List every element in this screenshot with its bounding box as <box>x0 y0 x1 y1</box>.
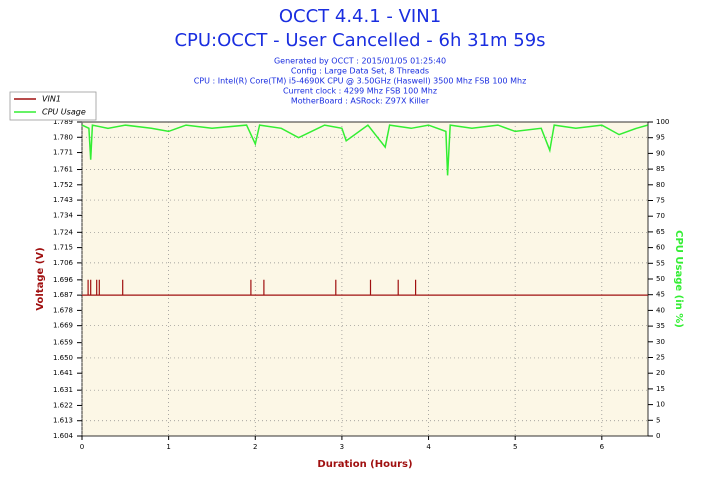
y2-tick-label: 60 <box>656 244 665 252</box>
y2-tick-label: 65 <box>656 228 665 236</box>
y-tick-label: 1.622 <box>53 401 73 409</box>
y-tick-label: 1.724 <box>53 228 74 236</box>
x-tick-label: 2 <box>253 443 257 451</box>
y2-tick-label: 5 <box>656 416 660 424</box>
info-line: CPU : Intel(R) Core(TM) i5-4690K CPU @ 3… <box>194 77 527 86</box>
y2-tick-label: 95 <box>656 134 665 142</box>
y-tick-label: 1.780 <box>53 133 73 141</box>
y2-tick-label: 30 <box>656 338 665 346</box>
x-tick-label: 3 <box>340 443 344 451</box>
y2-axis-label: CPU Usage (in %) <box>673 230 684 328</box>
chart-subtitle: CPU:OCCT - User Cancelled - 6h 31m 59s <box>174 30 545 51</box>
y2-tick-label: 25 <box>656 354 665 362</box>
info-line: Generated by OCCT : 2015/01/05 01:25:40 <box>274 57 446 66</box>
x-tick-label: 4 <box>426 443 431 451</box>
y2-tick-label: 50 <box>656 275 665 283</box>
y2-tick-label: 100 <box>656 118 669 126</box>
y-tick-label: 1.706 <box>53 259 74 267</box>
info-line: MotherBoard : ASRock: Z97X Killer <box>291 97 430 106</box>
y-tick-label: 1.734 <box>53 211 74 219</box>
series-line <box>81 124 648 176</box>
y2-tick-label: 45 <box>656 291 665 299</box>
y-tick-label: 1.789 <box>53 118 73 126</box>
y-tick-label: 1.613 <box>53 417 73 425</box>
y-tick-label: 1.650 <box>53 354 73 362</box>
y2-tick-label: 70 <box>656 212 665 220</box>
y2-tick-label: 15 <box>656 385 665 393</box>
y-tick-label: 1.678 <box>53 306 73 314</box>
legend-box <box>9 91 97 121</box>
legend-label: VIN1 <box>42 95 61 104</box>
x-tick-label: 1 <box>166 443 170 451</box>
y2-tick-label: 90 <box>656 149 665 157</box>
plot-area <box>81 121 649 437</box>
y2-tick-label: 55 <box>656 259 665 267</box>
y2-tick-label: 80 <box>656 181 665 189</box>
chart-title: OCCT 4.4.1 - VIN1 <box>279 6 441 27</box>
y-tick-label: 1.752 <box>53 181 73 189</box>
x-tick-label: 5 <box>513 443 517 451</box>
y-tick-label: 1.715 <box>53 244 73 252</box>
y-tick-label: 1.669 <box>53 322 73 330</box>
x-tick-label: 6 <box>600 443 605 451</box>
y-tick-label: 1.604 <box>53 432 74 440</box>
y2-tick-label: 85 <box>656 165 665 173</box>
y-tick-label: 1.771 <box>53 149 73 157</box>
info-line: Config : Large Data Set, 8 Threads <box>291 67 429 76</box>
y-tick-label: 1.761 <box>53 166 73 174</box>
y2-tick-label: 40 <box>656 306 665 314</box>
y2-tick-label: 75 <box>656 197 665 205</box>
x-tick-label: 0 <box>80 443 84 451</box>
y-tick-label: 1.687 <box>53 291 73 299</box>
y-axis-label: Voltage (V) <box>35 247 46 310</box>
y-tick-label: 1.696 <box>53 276 74 284</box>
x-axis-label: Duration (Hours) <box>317 459 412 470</box>
y-tick-label: 1.743 <box>53 196 73 204</box>
y-tick-label: 1.659 <box>53 339 73 347</box>
y-tick-label: 1.641 <box>53 369 73 377</box>
y2-tick-label: 0 <box>656 432 660 440</box>
y2-tick-label: 20 <box>656 369 665 377</box>
y2-tick-label: 10 <box>656 401 665 409</box>
legend-label: CPU Usage <box>42 108 86 117</box>
y2-tick-label: 35 <box>656 322 665 330</box>
y-tick-label: 1.631 <box>53 386 73 394</box>
series-line <box>82 279 648 296</box>
info-line: Current clock : 4299 Mhz FSB 100 Mhz <box>283 87 437 96</box>
